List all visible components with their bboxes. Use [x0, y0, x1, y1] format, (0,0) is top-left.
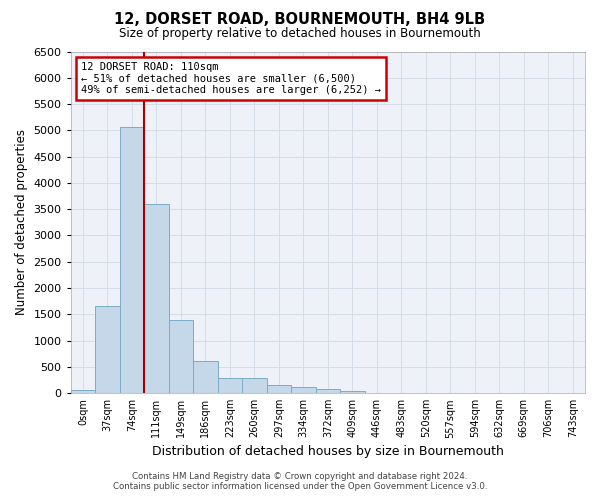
Text: Size of property relative to detached houses in Bournemouth: Size of property relative to detached ho… [119, 28, 481, 40]
Bar [119, 127, 144, 393]
Text: Contains HM Land Registry data © Crown copyright and database right 2024.
Contai: Contains HM Land Registry data © Crown c… [113, 472, 487, 491]
Text: 12, DORSET ROAD, BOURNEMOUTH, BH4 9LB: 12, DORSET ROAD, BOURNEMOUTH, BH4 9LB [115, 12, 485, 28]
Bar [266, 386, 291, 393]
Bar [95, 306, 119, 393]
Bar [193, 361, 218, 393]
Bar [218, 378, 242, 393]
Bar [71, 390, 95, 393]
Bar [340, 390, 365, 393]
Bar [242, 378, 266, 393]
X-axis label: Distribution of detached houses by size in Bournemouth: Distribution of detached houses by size … [152, 444, 504, 458]
Bar [144, 204, 169, 393]
Bar [291, 387, 316, 393]
Text: 12 DORSET ROAD: 110sqm
← 51% of detached houses are smaller (6,500)
49% of semi-: 12 DORSET ROAD: 110sqm ← 51% of detached… [81, 62, 381, 95]
Bar [169, 320, 193, 393]
Y-axis label: Number of detached properties: Number of detached properties [15, 130, 28, 316]
Bar [316, 389, 340, 393]
